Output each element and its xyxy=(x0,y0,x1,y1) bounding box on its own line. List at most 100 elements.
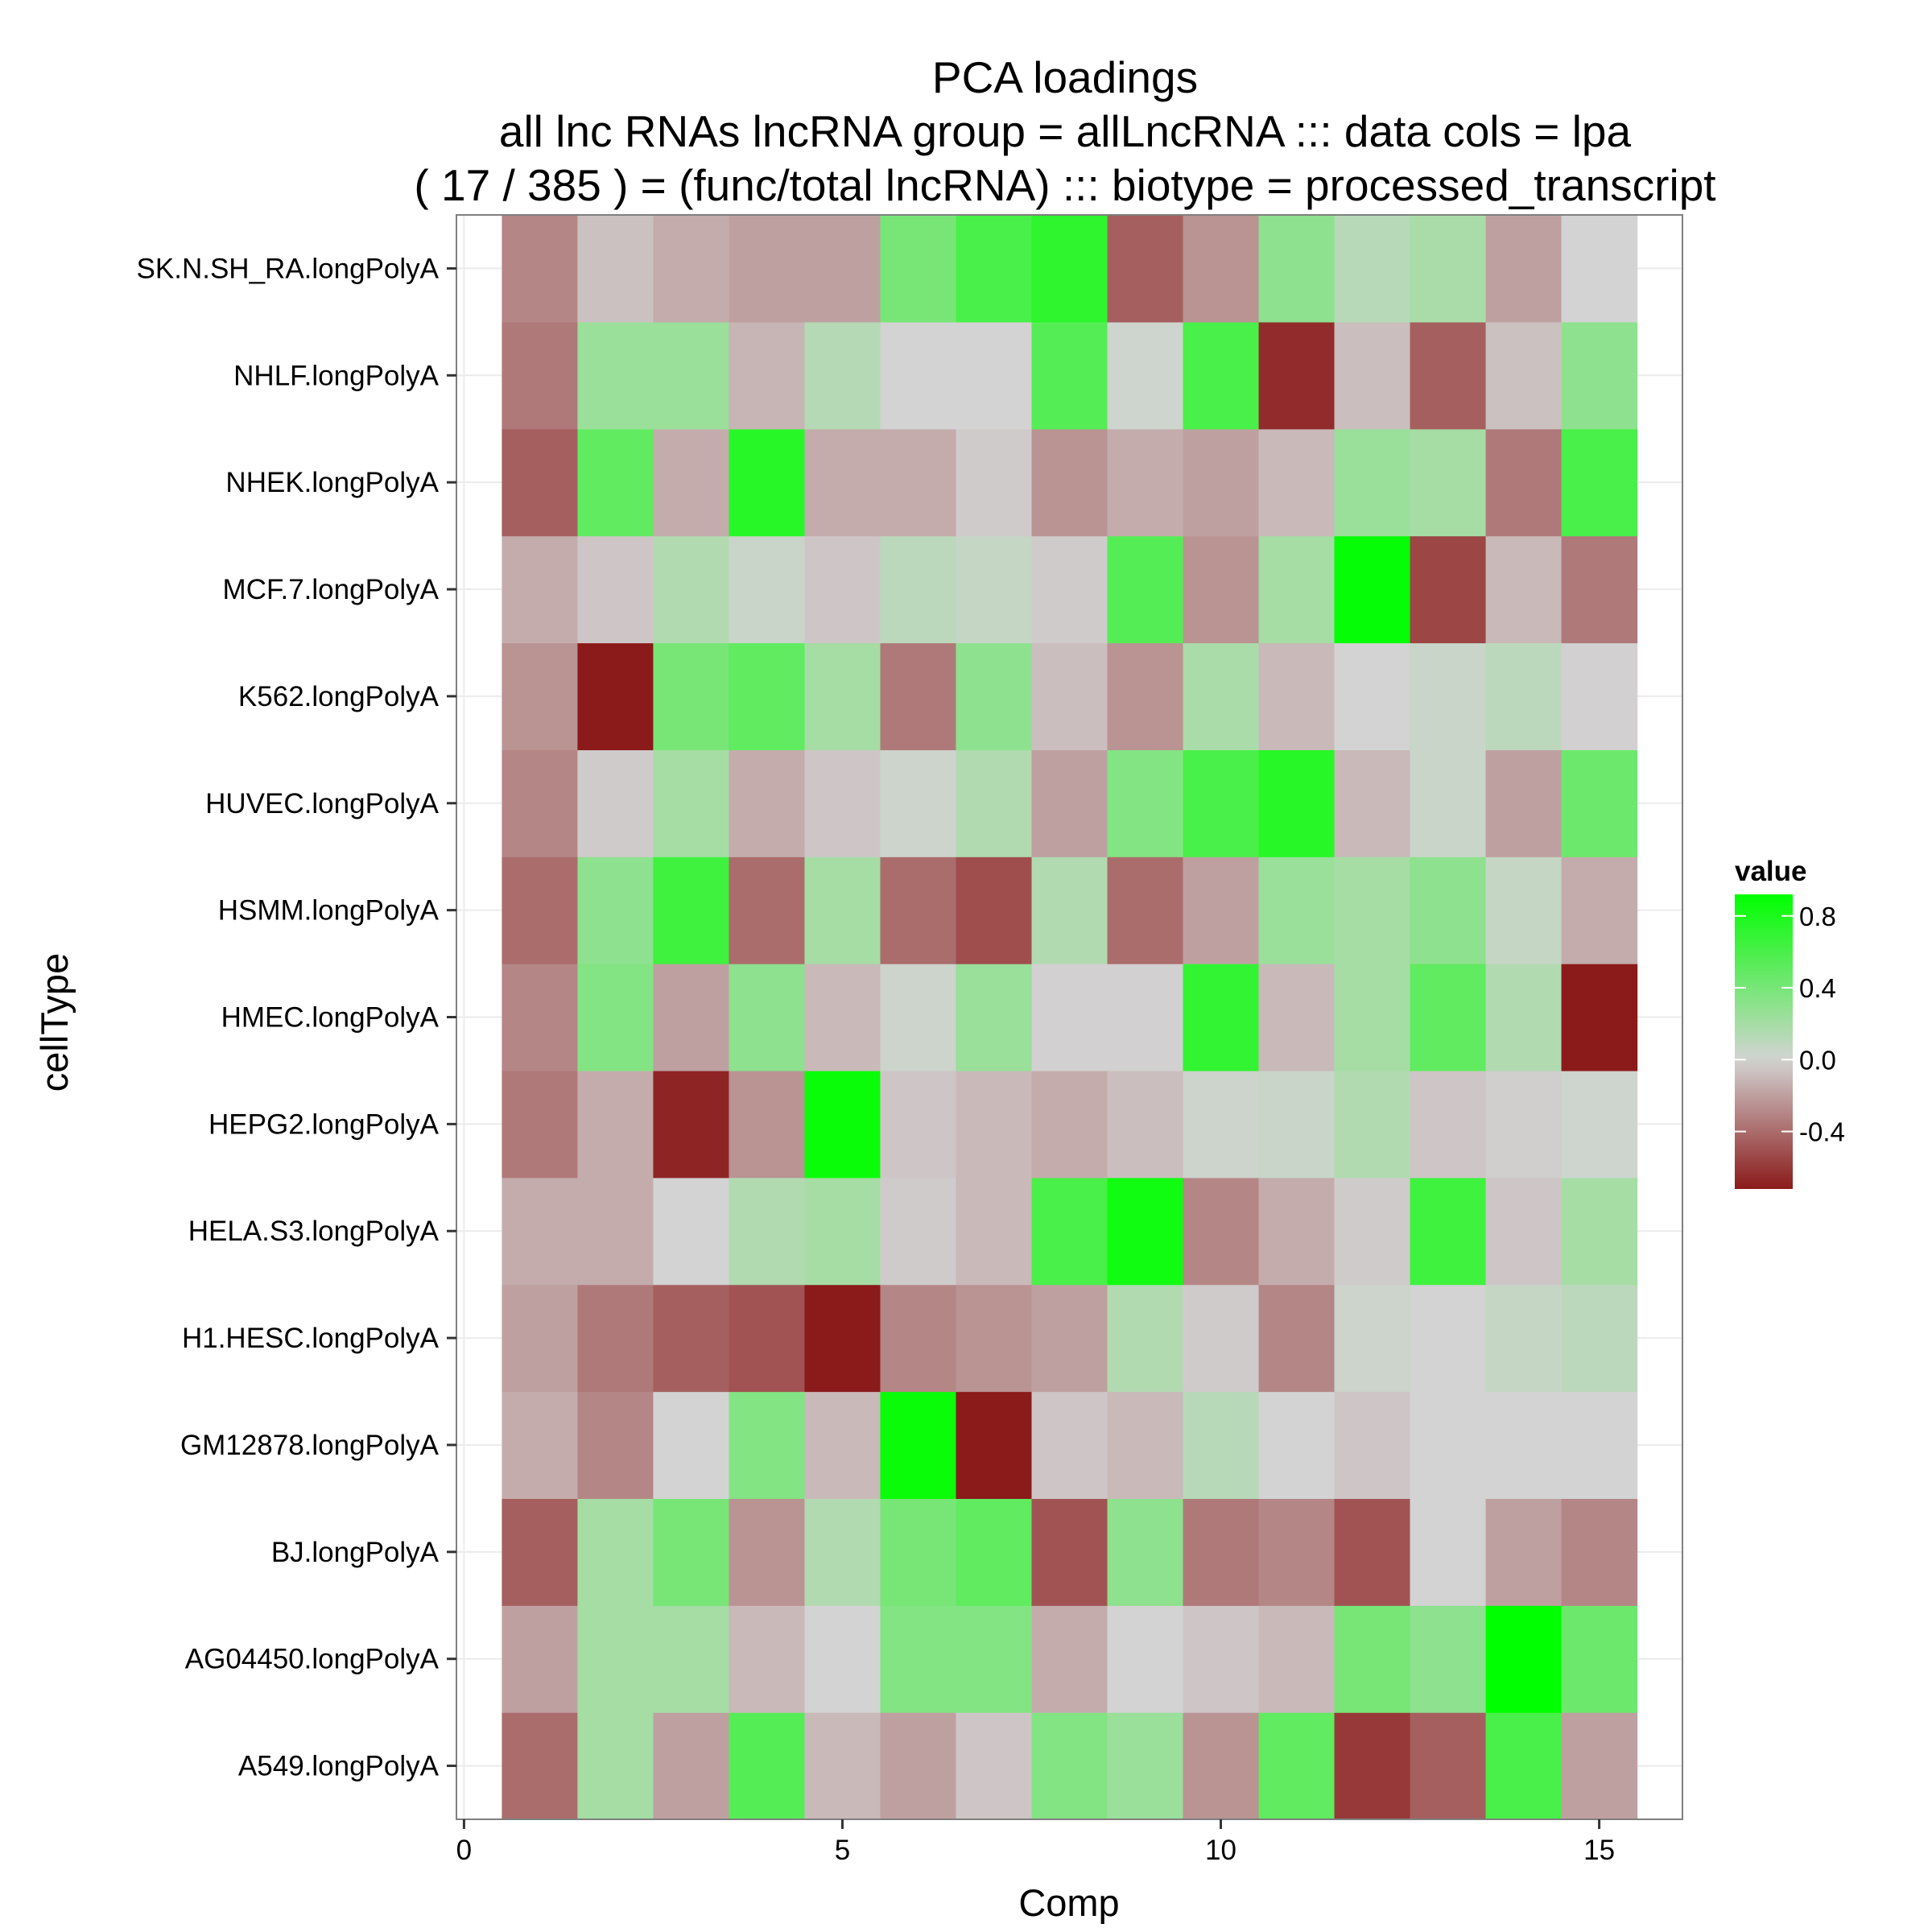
heatmap-tile xyxy=(956,321,1033,430)
heatmap-tile xyxy=(1183,1391,1260,1499)
heatmap-tile xyxy=(577,749,654,857)
heatmap-tile xyxy=(1410,1284,1487,1393)
heatmap-tile xyxy=(1410,1070,1487,1179)
heatmap-tile xyxy=(653,964,730,1071)
heatmap-tile xyxy=(1183,535,1260,644)
heatmap-tile xyxy=(1561,1070,1638,1179)
heatmap-tile xyxy=(1258,857,1335,964)
heatmap-tile xyxy=(1031,642,1108,750)
heatmap-tile xyxy=(1183,215,1260,323)
heatmap-tile xyxy=(804,964,881,1071)
heatmap-tile xyxy=(880,321,957,430)
heatmap-tile xyxy=(880,428,957,537)
heatmap-tile xyxy=(502,749,579,857)
heatmap-tile xyxy=(653,1284,730,1393)
heatmap-tile xyxy=(1561,535,1638,644)
heatmap-tile xyxy=(577,535,654,644)
heatmap-tile xyxy=(502,1712,579,1820)
heatmap-tile xyxy=(956,1177,1033,1286)
heatmap-tile xyxy=(1031,749,1108,857)
heatmap-tile xyxy=(1334,1070,1411,1179)
heatmap-tile xyxy=(956,1391,1033,1499)
heatmap-tile xyxy=(880,1070,957,1179)
heatmap-tile xyxy=(502,1177,579,1286)
heatmap-tile xyxy=(956,535,1033,644)
heatmap-tile xyxy=(956,964,1033,1071)
heatmap-tile xyxy=(502,1070,579,1179)
heatmap-tile xyxy=(729,1284,806,1393)
heatmap-tile xyxy=(1485,1605,1563,1713)
heatmap-tile xyxy=(1183,1498,1260,1606)
x-tick-label: 15 xyxy=(1583,1835,1615,1866)
heatmap-tile xyxy=(502,321,579,430)
heatmap-tile xyxy=(729,215,806,323)
heatmap-tile xyxy=(804,1605,881,1713)
heatmap-tile xyxy=(1410,1605,1487,1713)
heatmap-tile xyxy=(1410,749,1487,857)
y-tick-label: HELA.S3.longPolyA xyxy=(188,1216,440,1247)
heatmap-tile xyxy=(880,535,957,644)
heatmap-tile xyxy=(1410,1391,1487,1499)
heatmap-tile xyxy=(577,1177,654,1286)
heatmap-tile xyxy=(1107,1712,1184,1820)
heatmap-tile xyxy=(1107,535,1184,644)
heatmap-tile xyxy=(1334,321,1411,430)
heatmap-tile xyxy=(1334,535,1411,644)
heatmap-tile xyxy=(1258,1070,1335,1179)
heatmap-tile xyxy=(1183,964,1260,1071)
heatmap-tile xyxy=(1031,1712,1108,1820)
heatmap-tile xyxy=(1485,1498,1563,1606)
heatmap-tile xyxy=(1107,964,1184,1071)
heatmap-tile xyxy=(653,1070,730,1179)
heatmap-tile xyxy=(653,1498,730,1606)
heatmap-tile xyxy=(804,215,881,323)
heatmap-tile xyxy=(1183,642,1260,750)
heatmap-tile xyxy=(1183,1070,1260,1179)
heatmap-tile xyxy=(653,1177,730,1286)
heatmap-tile xyxy=(653,535,730,644)
heatmap-tile xyxy=(729,535,806,644)
heatmap-tile xyxy=(1334,749,1411,857)
y-tick-label: K562.longPolyA xyxy=(238,681,440,712)
heatmap-tile xyxy=(956,428,1033,537)
y-tick-label: HMEC.longPolyA xyxy=(221,1002,440,1034)
heatmap-tile xyxy=(956,1498,1033,1606)
heatmap-tile xyxy=(1334,1498,1411,1606)
heatmap-tile xyxy=(1031,1177,1108,1286)
heatmap-tile xyxy=(1183,1605,1260,1713)
heatmap-tile xyxy=(1485,1391,1563,1499)
heatmap-tile xyxy=(880,964,957,1071)
heatmap-tile xyxy=(1258,964,1335,1071)
heatmap-tile xyxy=(1410,964,1487,1071)
x-tick-label: 10 xyxy=(1205,1835,1236,1866)
legend-tick-label: -0.4 xyxy=(1799,1117,1845,1147)
heatmap-tile xyxy=(577,1070,654,1179)
heatmap-tile xyxy=(1334,642,1411,750)
heatmap-tile xyxy=(729,1498,806,1606)
heatmap-tile xyxy=(1258,1712,1335,1820)
heatmap-tile xyxy=(880,1712,957,1820)
heatmap-tile xyxy=(1107,1070,1184,1179)
heatmap-tile xyxy=(1485,1284,1563,1393)
heatmap-tile xyxy=(1031,535,1108,644)
y-tick-label: NHEK.longPolyA xyxy=(225,467,439,498)
heatmap-tile xyxy=(880,1605,957,1713)
x-tick-label: 0 xyxy=(456,1835,472,1866)
heatmap-tile xyxy=(1410,321,1487,430)
heatmap-tile xyxy=(880,1177,957,1286)
heatmap-tile xyxy=(653,749,730,857)
heatmap-tile xyxy=(1334,1284,1411,1393)
heatmap-tile xyxy=(502,215,579,323)
heatmap-tile xyxy=(577,1391,654,1499)
y-tick-label: HUVEC.longPolyA xyxy=(205,788,439,819)
heatmap-tile xyxy=(1107,749,1184,857)
heatmap-tile xyxy=(1561,1498,1638,1606)
heatmap-tile xyxy=(502,1605,579,1713)
heatmap-tile xyxy=(653,321,730,430)
heatmap-tile xyxy=(502,1391,579,1499)
heatmap-tile xyxy=(1258,749,1335,857)
heatmap-tile xyxy=(880,749,957,857)
heatmap-tile xyxy=(1561,1391,1638,1499)
heatmap-tile xyxy=(1183,428,1260,537)
y-tick-label: MCF.7.longPolyA xyxy=(223,574,440,605)
